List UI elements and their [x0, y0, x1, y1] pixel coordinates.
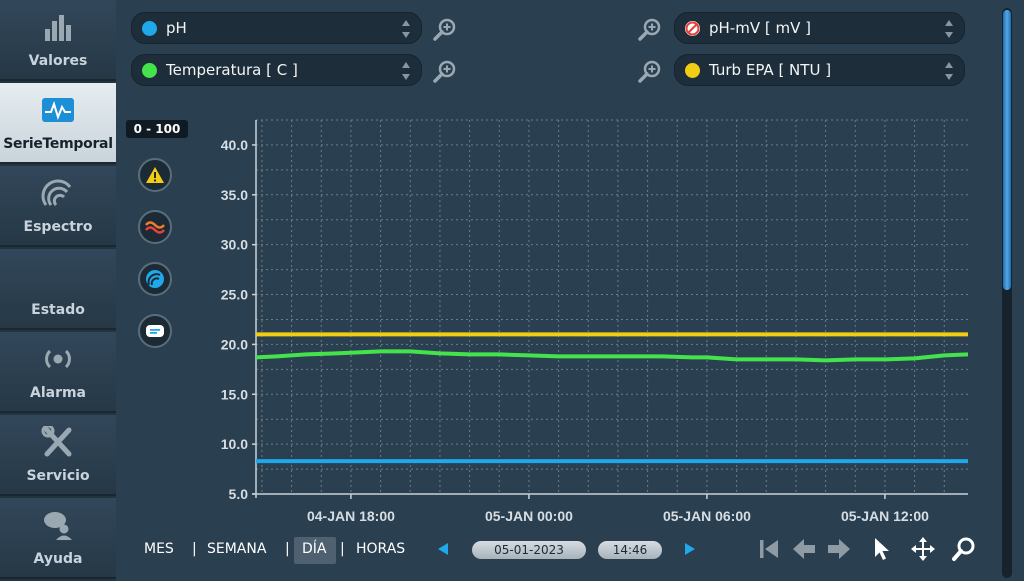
nav-valores[interactable]: Valores — [0, 0, 116, 81]
vertical-scrollbar[interactable] — [999, 0, 1024, 581]
previous-date-icon[interactable] — [438, 543, 448, 555]
pointer-icon[interactable] — [869, 536, 895, 562]
spectrum-icon — [38, 176, 78, 210]
warning-button[interactable] — [138, 158, 172, 192]
turb-selector[interactable]: Turb EPA [ NTU ] — [674, 54, 965, 86]
zoom-in-icon[interactable] — [637, 16, 663, 42]
status-icon — [38, 259, 78, 293]
range-badge[interactable]: 0 - 100 — [126, 120, 188, 138]
x-axis: 04-JAN 18:00 05-JAN 00:00 05-JAN 06:00 05-J… — [307, 494, 929, 524]
time-series-chart[interactable]: 40.0 35.0 30.0 25.0 20.0 15.0 10.0 5.0 04-JAN 1… — [204, 112, 974, 532]
nav-label: Espectro — [23, 219, 93, 235]
period-semana[interactable]: SEMANA — [207, 541, 267, 557]
select-arrows-icon — [944, 62, 953, 80]
comment-button[interactable] — [138, 314, 172, 348]
nav-serie-temporal[interactable]: SerieTemporal — [0, 83, 116, 164]
pan-right-icon[interactable] — [826, 536, 852, 562]
time-field[interactable]: 14:46 — [598, 541, 662, 559]
nav-label: Alarma — [29, 385, 87, 401]
spectrum-button[interactable] — [138, 262, 172, 296]
y-axis: 40.0 35.0 30.0 25.0 20.0 15.0 10.0 5.0 — [221, 137, 256, 502]
select-arrows-icon — [944, 20, 953, 38]
help-icon — [38, 508, 78, 542]
temperatura-color-dot — [142, 62, 157, 78]
nav-servicio[interactable]: Servicio — [0, 415, 116, 496]
tools-icon — [38, 425, 78, 459]
zoom-icon[interactable] — [951, 536, 977, 562]
waves-icon — [145, 221, 165, 234]
selected-period-highlight — [294, 537, 336, 564]
period-separator: | — [340, 541, 345, 557]
series-line-1 — [255, 349, 969, 363]
scrollbar-thumb[interactable] — [1003, 10, 1011, 290]
warning-icon — [146, 167, 164, 183]
period-mes[interactable]: MES — [144, 541, 174, 557]
nav-label: Servicio — [26, 468, 90, 484]
y-tick-label: 30.0 — [221, 237, 248, 253]
next-date-icon[interactable] — [685, 543, 695, 555]
sidebar: Valores SerieTemporal Espectro Estado — [0, 0, 116, 581]
scrollbar-track — [1002, 8, 1012, 578]
zoom-in-icon[interactable] — [432, 16, 458, 42]
nav-ayuda[interactable]: Ayuda — [0, 498, 116, 579]
y-tick-label: 5.0 — [229, 486, 249, 502]
zoom-in-icon[interactable] — [432, 58, 458, 84]
main-panel: pH Temperatura [ C ] — [116, 0, 999, 581]
y-tick-label: 35.0 — [221, 187, 248, 203]
period-separator: | — [192, 541, 197, 557]
period-horas[interactable]: HORAS — [356, 541, 406, 557]
x-tick-label: 05-JAN 12:00 — [841, 508, 929, 524]
nav-estado[interactable]: Estado — [0, 249, 116, 330]
ph-selector[interactable]: pH — [131, 12, 422, 44]
spectrum-icon — [146, 270, 164, 288]
ph-selector-label: pH — [166, 19, 187, 37]
y-tick-label: 10.0 — [221, 436, 248, 452]
ph-mv-selector-label: pH-mV [ mV ] — [709, 19, 811, 37]
nav-alarma[interactable]: Alarma — [0, 332, 116, 413]
move-icon[interactable] — [910, 536, 936, 562]
nav-label: Ayuda — [33, 551, 83, 567]
temperatura-selector[interactable]: Temperatura [ C ] — [131, 54, 422, 86]
temperatura-selector-label: Temperatura [ C ] — [166, 61, 298, 79]
alarm-icon — [38, 342, 78, 376]
nav-label: SerieTemporal — [3, 136, 113, 152]
period-separator: | — [285, 541, 290, 557]
y-tick-label: 20.0 — [221, 336, 248, 352]
x-tick-label: 05-JAN 00:00 — [485, 508, 573, 524]
turb-color-dot — [685, 62, 700, 78]
x-tick-label: 04-JAN 18:00 — [307, 508, 395, 524]
nav-label: Estado — [31, 302, 85, 318]
go-to-start-icon[interactable] — [756, 536, 782, 562]
nav-espectro[interactable]: Espectro — [0, 166, 116, 247]
ph-mv-selector[interactable]: pH-mV [ mV ] — [674, 12, 965, 44]
ph-color-dot — [142, 20, 157, 36]
y-tick-label: 15.0 — [221, 386, 248, 402]
period-dia[interactable]: DÍA — [302, 541, 327, 557]
turb-selector-label: Turb EPA [ NTU ] — [709, 61, 832, 79]
y-tick-label: 25.0 — [221, 287, 248, 303]
pan-left-icon[interactable] — [791, 536, 817, 562]
bar-chart-icon — [38, 10, 78, 44]
select-arrows-icon — [401, 62, 410, 80]
date-field[interactable]: 05-01-2023 — [472, 541, 586, 559]
time-series-icon — [38, 93, 78, 127]
comment-icon — [146, 325, 164, 337]
x-tick-label: 05-JAN 06:00 — [663, 508, 751, 524]
y-tick-label: 40.0 — [221, 137, 248, 153]
chart-grid — [252, 119, 968, 498]
chart-series — [255, 332, 969, 464]
disabled-icon — [685, 20, 700, 36]
waves-button[interactable] — [138, 210, 172, 244]
select-arrows-icon — [401, 20, 410, 38]
nav-label: Valores — [28, 53, 88, 69]
zoom-in-icon[interactable] — [637, 58, 663, 84]
